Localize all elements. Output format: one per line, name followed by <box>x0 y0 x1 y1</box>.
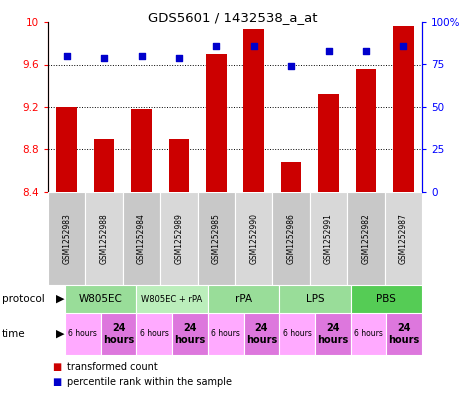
Text: 24
hours: 24 hours <box>317 323 348 345</box>
Bar <box>318 94 339 192</box>
Bar <box>279 285 351 313</box>
Bar <box>198 192 235 285</box>
Text: GSM1252989: GSM1252989 <box>174 213 183 264</box>
Point <box>325 48 332 54</box>
Bar <box>101 313 136 355</box>
Bar <box>351 313 386 355</box>
Text: ■: ■ <box>52 377 61 387</box>
Bar <box>281 162 301 192</box>
Text: GSM1252984: GSM1252984 <box>137 213 146 264</box>
Bar <box>386 313 422 355</box>
Text: transformed count: transformed count <box>67 362 158 372</box>
Bar <box>385 192 422 285</box>
Text: 6 hours: 6 hours <box>354 329 383 338</box>
Text: PBS: PBS <box>376 294 396 304</box>
Text: percentile rank within the sample: percentile rank within the sample <box>67 377 232 387</box>
Point <box>63 53 70 59</box>
Point <box>213 43 220 49</box>
Bar <box>169 139 189 192</box>
Point <box>138 53 145 59</box>
Point <box>399 43 407 49</box>
Bar <box>272 192 310 285</box>
Bar <box>310 192 347 285</box>
Text: GSM1252982: GSM1252982 <box>361 213 371 264</box>
Text: 6 hours: 6 hours <box>283 329 312 338</box>
Bar <box>208 285 279 313</box>
Bar <box>393 26 413 192</box>
Text: 24
hours: 24 hours <box>174 323 206 345</box>
Text: GSM1252985: GSM1252985 <box>212 213 221 264</box>
Point <box>287 63 295 69</box>
Bar <box>94 139 114 192</box>
Bar <box>235 192 272 285</box>
Text: GSM1252986: GSM1252986 <box>286 213 296 264</box>
Bar <box>48 192 86 285</box>
Text: W805EC: W805EC <box>79 294 123 304</box>
Bar <box>206 54 226 192</box>
Text: ▶: ▶ <box>56 294 64 304</box>
Text: GSM1252988: GSM1252988 <box>100 213 109 264</box>
Bar <box>244 313 279 355</box>
Text: GSM1252991: GSM1252991 <box>324 213 333 264</box>
Bar <box>356 69 376 192</box>
Bar <box>65 313 101 355</box>
Bar <box>65 285 136 313</box>
Text: W805EC + rPA: W805EC + rPA <box>141 294 203 303</box>
Point <box>175 55 183 61</box>
Bar <box>315 313 351 355</box>
Text: 24
hours: 24 hours <box>103 323 134 345</box>
Text: 6 hours: 6 hours <box>68 329 97 338</box>
Text: 24
hours: 24 hours <box>246 323 277 345</box>
Text: GSM1252983: GSM1252983 <box>62 213 71 264</box>
Bar <box>243 29 264 192</box>
Bar <box>86 192 123 285</box>
Bar <box>136 313 172 355</box>
Point <box>362 48 370 54</box>
Bar <box>347 192 385 285</box>
Text: 6 hours: 6 hours <box>211 329 240 338</box>
Point <box>100 55 108 61</box>
Text: ■: ■ <box>52 362 61 372</box>
Bar <box>160 192 198 285</box>
Text: LPS: LPS <box>306 294 324 304</box>
Text: 6 hours: 6 hours <box>140 329 169 338</box>
Text: ▶: ▶ <box>56 329 64 339</box>
Text: GSM1252987: GSM1252987 <box>399 213 408 264</box>
Bar <box>172 313 208 355</box>
Text: 24
hours: 24 hours <box>389 323 420 345</box>
Text: GSM1252990: GSM1252990 <box>249 213 258 264</box>
Point <box>250 43 258 49</box>
Text: GDS5601 / 1432538_a_at: GDS5601 / 1432538_a_at <box>148 11 317 24</box>
Bar <box>131 109 152 192</box>
Bar <box>208 313 244 355</box>
Text: protocol: protocol <box>2 294 45 304</box>
Text: time: time <box>2 329 26 339</box>
Bar <box>279 313 315 355</box>
Bar <box>56 107 77 192</box>
Bar <box>351 285 422 313</box>
Bar <box>136 285 208 313</box>
Text: rPA: rPA <box>235 294 252 304</box>
Bar <box>123 192 160 285</box>
